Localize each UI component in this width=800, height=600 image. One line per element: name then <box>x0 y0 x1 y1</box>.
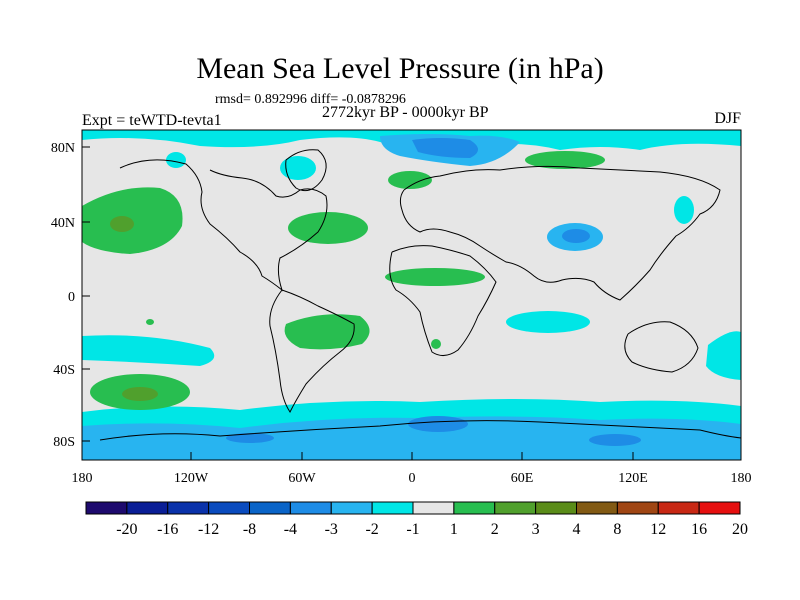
experiment-label: Expt = teWTD-tevta1 <box>82 112 222 129</box>
colorbar-swatch <box>698 501 741 515</box>
coast-north-america <box>119 159 328 292</box>
colorbar-label: 2 <box>491 521 499 538</box>
lat-labels: 80N 40N 0 40S 80S <box>51 141 75 450</box>
antarctic-deep-blue-2 <box>589 434 641 446</box>
siberia-green <box>525 151 605 169</box>
coast-europe-asia <box>399 165 721 301</box>
colorbar-swatch <box>576 501 618 515</box>
stats-line: rmsd= 0.892996 diff= -0.0878296 <box>215 92 406 107</box>
arctic-deep-blue <box>412 138 478 158</box>
north-atlantic-green <box>288 212 368 244</box>
colorbar <box>85 501 741 515</box>
colorbar-swatch <box>412 501 455 515</box>
colorbar-label: 4 <box>573 521 581 538</box>
greenland-cyan <box>280 156 316 180</box>
coast-greenland <box>285 149 327 192</box>
colorbar-swatch <box>616 501 659 515</box>
lat-label: 40S <box>53 363 75 378</box>
lon-label: 180 <box>731 471 752 486</box>
period-label: 2772kyr BP - 0000kyr BP <box>322 104 489 121</box>
colorbar-swatch <box>167 501 210 515</box>
lon-label: 60W <box>288 471 316 486</box>
colorbar-swatch <box>453 501 496 515</box>
indian-ocean-cyan <box>506 311 590 333</box>
antarctic-deep-blue <box>408 416 468 432</box>
colorbar-label: -12 <box>198 521 219 538</box>
europe-green <box>388 171 432 189</box>
small-green-2 <box>431 339 441 349</box>
anomaly-regions <box>82 130 741 460</box>
coast-south-america <box>269 289 355 413</box>
lat-label: 0 <box>68 290 75 305</box>
coastlines <box>99 149 742 441</box>
colorbar-label: -3 <box>325 521 338 538</box>
colorbar-label: -2 <box>365 521 378 538</box>
colorbar-label: -20 <box>116 521 137 538</box>
colorbar-label: 20 <box>732 521 748 538</box>
lon-label: 0 <box>409 471 416 486</box>
colorbar-label: -1 <box>406 521 419 538</box>
lat-label: 80N <box>51 141 75 156</box>
north-pacific-core <box>110 216 134 232</box>
lat-label: 80S <box>53 435 75 450</box>
australia-east-cyan <box>706 331 741 380</box>
south-pacific-cyan <box>82 335 215 366</box>
colorbar-swatch <box>249 501 291 515</box>
lon-label: 120W <box>174 471 209 486</box>
south-america-green <box>284 314 370 350</box>
coast-antarctica <box>99 420 742 441</box>
antarctic-blue-band <box>82 416 741 460</box>
colorbar-label: -16 <box>157 521 178 538</box>
colorbar-labels: -20 -16 -12 -8 -4 -3 -2 -1 1 2 3 4 8 12 16 20 <box>116 521 748 538</box>
colorbar-label: 3 <box>532 521 540 538</box>
sahara-green <box>385 268 485 286</box>
colorbar-swatch <box>535 501 578 515</box>
japan-cyan <box>674 196 694 224</box>
lat-axis <box>82 146 90 442</box>
colorbar-swatch <box>494 501 537 515</box>
colorbar-label: -4 <box>284 521 297 538</box>
colorbar-swatch <box>330 501 373 515</box>
lon-axis <box>190 452 634 460</box>
lon-labels: 180 120W 60W 0 60E 120E 180 <box>72 471 752 486</box>
colorbar-swatch <box>85 501 128 515</box>
map-title: Mean Sea Level Pressure (in hPa) <box>196 52 604 85</box>
lon-label: 60E <box>511 471 534 486</box>
colorbar-swatch <box>126 501 169 515</box>
small-green-1 <box>146 319 154 325</box>
colorbar-label: 12 <box>650 521 666 538</box>
colorbar-swatch <box>289 501 332 515</box>
lat-label: 40N <box>51 216 75 231</box>
colorbar-swatch <box>208 501 251 515</box>
colorbar-label: -8 <box>243 521 256 538</box>
canada-cyan <box>166 152 186 168</box>
colorbar-label: 1 <box>450 521 458 538</box>
south-pacific-core <box>122 387 158 401</box>
coast-australia <box>624 321 699 373</box>
colorbar-swatch <box>371 501 414 515</box>
coast-africa <box>389 245 497 356</box>
colorbar-label: 16 <box>691 521 707 538</box>
lon-label: 120E <box>618 471 648 486</box>
asia-blue <box>562 229 590 243</box>
season-label: DJF <box>714 110 741 127</box>
antarctic-deep-blue-3 <box>226 433 274 443</box>
colorbar-swatch <box>657 501 700 515</box>
colorbar-label: 8 <box>613 521 621 538</box>
lon-label: 180 <box>72 471 93 486</box>
